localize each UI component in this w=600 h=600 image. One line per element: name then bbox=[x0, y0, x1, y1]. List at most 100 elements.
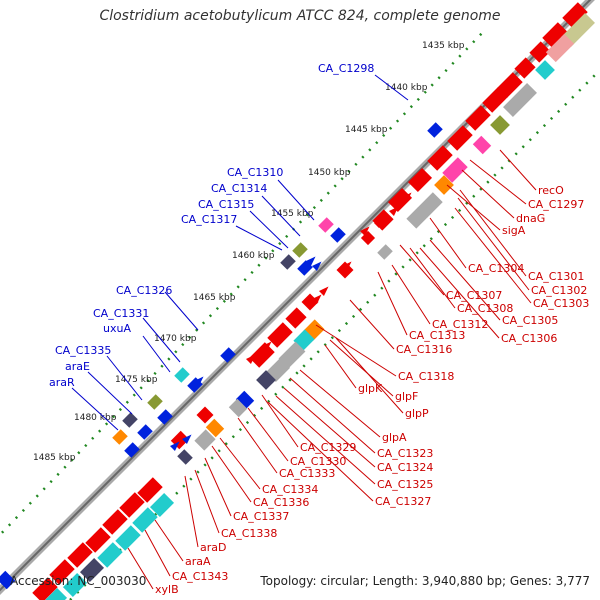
gene-block bbox=[417, 192, 443, 218]
label-leader bbox=[219, 437, 261, 490]
gene-block bbox=[542, 22, 568, 48]
gene-arrow bbox=[359, 226, 370, 237]
label-leaders bbox=[71, 74, 537, 590]
gene-label-reverse: dnaG bbox=[516, 212, 545, 225]
gene-block bbox=[427, 122, 443, 138]
label-leader bbox=[275, 395, 376, 485]
gene-label-reverse: CA_C1304 bbox=[468, 262, 524, 275]
tick-label: 1440 kbp bbox=[385, 83, 428, 93]
gene-block bbox=[174, 367, 190, 383]
gene-label-reverse: glpA bbox=[382, 431, 407, 444]
gene-block bbox=[62, 572, 88, 598]
gene-arrow bbox=[261, 341, 272, 352]
label-leader bbox=[71, 387, 119, 431]
gene-arrow bbox=[388, 206, 399, 217]
gene-label-reverse: CA_C1343 bbox=[172, 570, 228, 583]
gene-block bbox=[280, 254, 296, 270]
label-leader bbox=[261, 195, 301, 237]
gene-label-reverse: glpF bbox=[395, 390, 418, 403]
gene-arrow bbox=[305, 256, 316, 267]
label-leader bbox=[454, 207, 532, 304]
gene-label-reverse: glpK bbox=[358, 382, 383, 395]
genome-title: Clostridium acetobutylicum ATCC 824, com… bbox=[99, 8, 501, 24]
tick-label: 1460 kbp bbox=[232, 251, 275, 261]
gene-block bbox=[42, 587, 68, 600]
gene-block bbox=[447, 125, 473, 151]
gene-label-reverse: glpP bbox=[405, 407, 429, 420]
tick-label: 1445 kbp bbox=[345, 125, 388, 135]
label-leader bbox=[461, 169, 515, 219]
label-leader bbox=[324, 344, 357, 389]
gene-label-reverse: CA_C1334 bbox=[262, 483, 318, 496]
gene-label-reverse: CA_C1323 bbox=[377, 447, 433, 460]
gene-block bbox=[256, 370, 276, 390]
gene-block bbox=[137, 424, 153, 440]
gene-label-forward: CA_C1298 bbox=[318, 62, 374, 75]
label-leader bbox=[142, 317, 181, 363]
forward-gene-labels: CA_C1298 CA_C1310 CA_C1314 CA_C1315 CA_C… bbox=[49, 62, 374, 389]
gene-label-reverse: CA_C1330 bbox=[290, 455, 346, 468]
gene-block bbox=[472, 135, 492, 155]
label-leader bbox=[419, 247, 500, 339]
gene-block bbox=[0, 570, 16, 590]
label-leader bbox=[459, 189, 527, 277]
label-leader bbox=[469, 159, 527, 205]
gene-label-reverse: araD bbox=[200, 541, 226, 554]
label-leader bbox=[399, 244, 445, 296]
gene-label-reverse: CA_C1333 bbox=[279, 467, 335, 480]
tick-label: 1435 kbp bbox=[422, 41, 465, 51]
gene-label-reverse: CA_C1325 bbox=[377, 478, 433, 491]
label-leader bbox=[429, 239, 501, 321]
gene-label-reverse: CA_C1297 bbox=[528, 198, 584, 211]
gene-block bbox=[149, 492, 175, 518]
gene-block bbox=[124, 442, 140, 458]
label-leader bbox=[289, 377, 376, 454]
label-leader bbox=[249, 210, 289, 249]
label-leader bbox=[154, 519, 184, 562]
label-leader bbox=[204, 457, 232, 517]
gene-block bbox=[79, 557, 105, 583]
tick-label: 1455 kbp bbox=[271, 209, 314, 219]
gene-block bbox=[32, 577, 58, 600]
gene-label-reverse: CA_C1316 bbox=[396, 343, 452, 356]
gene-label-reverse: CA_C1337 bbox=[233, 510, 289, 523]
gene-block bbox=[115, 525, 141, 551]
gene-block bbox=[562, 2, 588, 28]
gene-block bbox=[318, 217, 334, 233]
gene-label-reverse: CA_C1313 bbox=[409, 329, 465, 342]
gene-label-reverse: recO bbox=[538, 184, 564, 197]
gene-arrow bbox=[311, 294, 322, 305]
gene-label-forward: CA_C1317 bbox=[181, 213, 237, 226]
gene-label-reverse: xylB bbox=[155, 583, 179, 596]
gene-block bbox=[535, 60, 555, 80]
label-leader bbox=[277, 179, 315, 221]
gene-block bbox=[406, 207, 428, 229]
gene-arrow bbox=[318, 286, 329, 297]
gene-label-reverse: CA_C1318 bbox=[398, 370, 454, 383]
gene-block bbox=[132, 507, 158, 533]
gene-label-forward: araR bbox=[49, 376, 75, 389]
gene-block bbox=[285, 307, 307, 329]
gene-block bbox=[529, 41, 551, 63]
gene-block bbox=[427, 145, 453, 171]
gene-block bbox=[465, 105, 491, 131]
gene-block bbox=[85, 527, 111, 553]
label-leader bbox=[299, 369, 381, 438]
gene-block bbox=[545, 33, 575, 63]
gene-arrow bbox=[311, 261, 322, 272]
gene-label-forward: CA_C1331 bbox=[93, 307, 149, 320]
gene-label-forward: araE bbox=[65, 360, 90, 373]
label-leader bbox=[315, 324, 397, 377]
gene-block bbox=[249, 342, 275, 368]
gene-block bbox=[147, 394, 163, 410]
gene-label-forward: CA_C1310 bbox=[227, 166, 283, 179]
label-leader bbox=[194, 469, 220, 534]
gene-label-reverse: CA_C1329 bbox=[300, 441, 356, 454]
gene-label-forward: CA_C1335 bbox=[55, 344, 111, 357]
gene-label-forward: CA_C1326 bbox=[116, 284, 172, 297]
gene-label-reverse: CA_C1302 bbox=[531, 284, 587, 297]
label-leader bbox=[377, 271, 408, 336]
tick-label: 1475 kbp bbox=[115, 375, 158, 385]
gene-block bbox=[119, 492, 145, 518]
gene-block bbox=[434, 175, 454, 195]
